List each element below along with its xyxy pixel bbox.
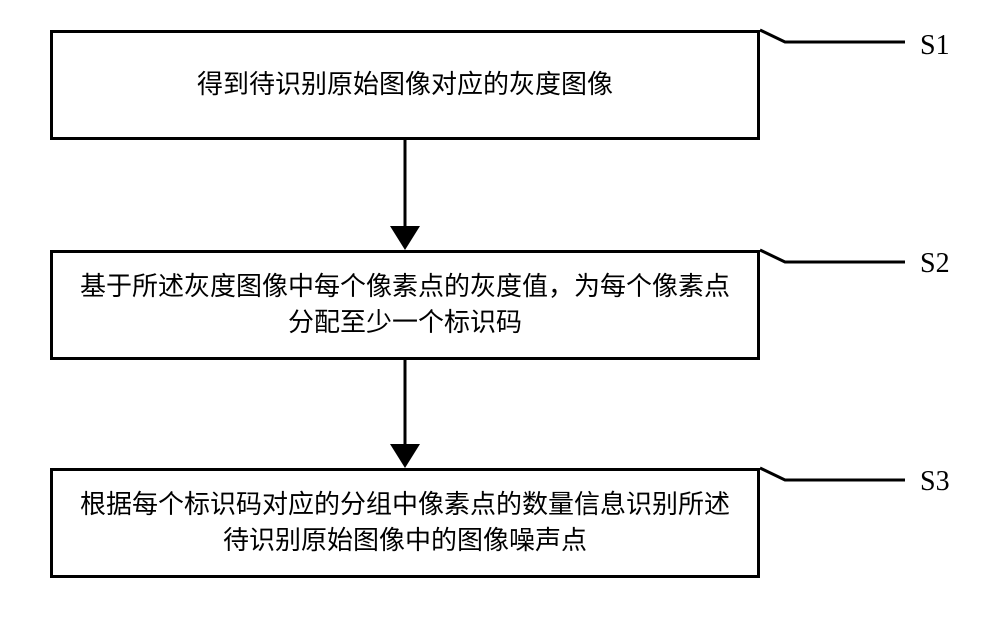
leaders-group xyxy=(760,30,905,480)
step-label-s3: S3 xyxy=(920,466,950,498)
step-label-s1: S1 xyxy=(920,30,950,62)
leader-line xyxy=(760,250,905,262)
step-label-s1-text: S1 xyxy=(920,30,950,61)
step-label-s2-text: S2 xyxy=(920,248,950,279)
flow-node-s2-text: 基于所述灰度图像中每个像素点的灰度值，为每个像素点分配至少一个标识码 xyxy=(73,269,737,342)
flow-node-s1: 得到待识别原始图像对应的灰度图像 xyxy=(50,30,760,140)
flow-node-s1-text: 得到待识别原始图像对应的灰度图像 xyxy=(197,67,613,103)
step-label-s3-text: S3 xyxy=(920,466,950,497)
flow-node-s3: 根据每个标识码对应的分组中像素点的数量信息识别所述待识别原始图像中的图像噪声点 xyxy=(50,468,760,578)
flow-node-s2: 基于所述灰度图像中每个像素点的灰度值，为每个像素点分配至少一个标识码 xyxy=(50,250,760,360)
leader-line xyxy=(760,30,905,42)
step-label-s2: S2 xyxy=(920,248,950,280)
leader-line xyxy=(760,468,905,480)
flowchart-canvas: 得到待识别原始图像对应的灰度图像 基于所述灰度图像中每个像素点的灰度值，为每个像… xyxy=(0,0,1000,621)
flow-node-s3-text: 根据每个标识码对应的分组中像素点的数量信息识别所述待识别原始图像中的图像噪声点 xyxy=(73,487,737,560)
